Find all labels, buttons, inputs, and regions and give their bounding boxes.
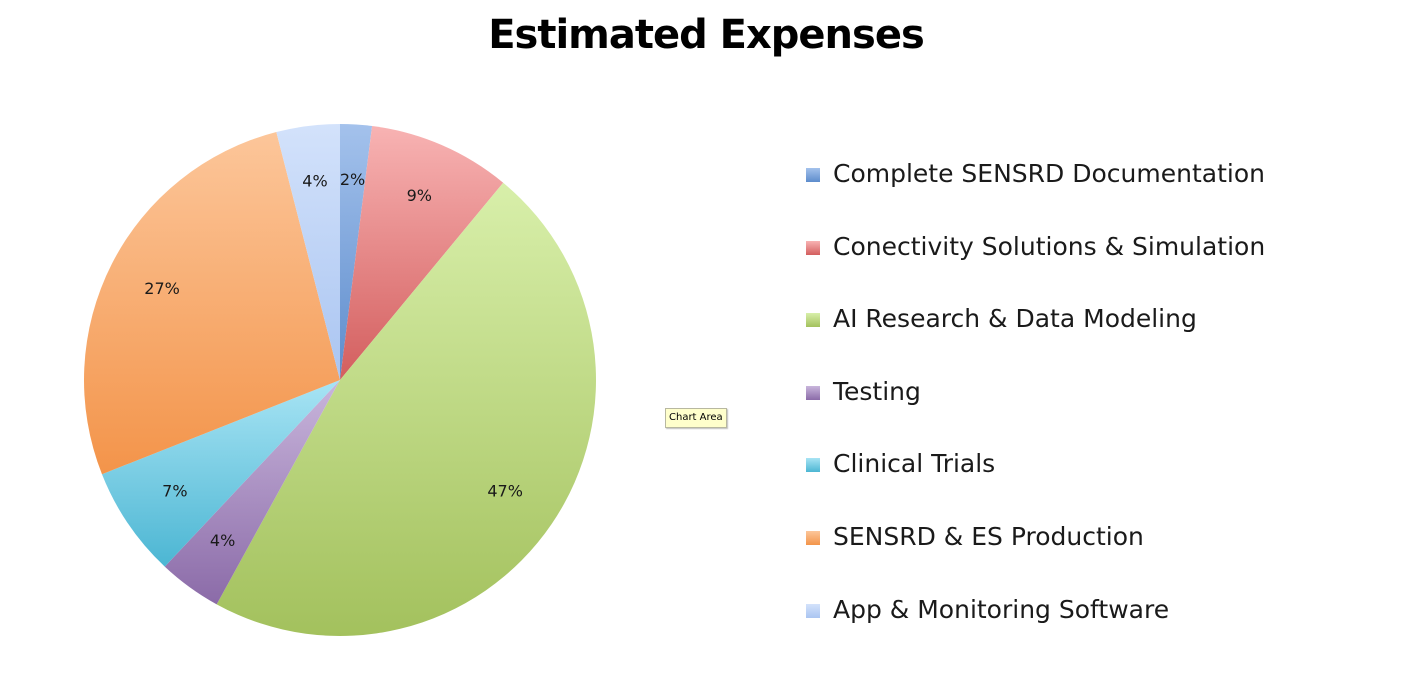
pie-slice[interactable] [83, 132, 340, 475]
pie-data-label: 7% [162, 482, 187, 501]
pie-slice[interactable] [340, 124, 373, 380]
legend-label: App & Monitoring Software [833, 594, 1170, 624]
legend-label: SENSRD & ES Production [833, 522, 1144, 551]
pie-data-label: 9% [407, 186, 432, 205]
pie-data-label: 4% [210, 531, 235, 550]
legend-item[interactable]: App & Monitoring Software [806, 590, 1366, 630]
legend-item[interactable]: Complete SENSRD Documentation [806, 154, 1366, 194]
legend-swatch [806, 458, 820, 473]
pie-slice[interactable] [276, 124, 340, 380]
legend-item[interactable]: Testing [806, 372, 1366, 412]
legend-swatch [806, 240, 820, 255]
pie-data-labels: 2% 9% 47% 4% 7% 27% 4% [144, 170, 523, 550]
pie-data-label: 27% [144, 279, 180, 298]
legend-swatch [806, 313, 820, 328]
pie-slice[interactable] [101, 380, 340, 567]
legend-swatch [806, 168, 820, 182]
chart-area-tooltip: Chart Area [665, 408, 727, 428]
legend-item[interactable]: Conectivity Solutions & Simulation [806, 227, 1366, 267]
pie-slices [83, 124, 597, 637]
legend-label: AI Research & Data Modeling [833, 304, 1197, 334]
pie-data-label: 2% [340, 170, 365, 189]
legend-label: Conectivity Solutions & Simulation [833, 231, 1266, 261]
legend-swatch [806, 385, 820, 400]
pie-chart[interactable]: 2% 9% 47% 4% 7% 27% 4% [0, 0, 740, 687]
legend-swatch [806, 603, 820, 618]
pie-data-label: 47% [487, 482, 523, 501]
legend-label: Clinical Trials [833, 449, 996, 479]
legend-item[interactable]: Clinical Trials [806, 444, 1366, 484]
pie-slice[interactable] [340, 126, 504, 380]
legend-item[interactable]: AI Research & Data Modeling [806, 299, 1366, 339]
legend-swatch [806, 531, 820, 545]
pie-slice[interactable] [216, 182, 597, 637]
chart-title: Estimated Expenses [488, 12, 925, 58]
legend-label: Testing [833, 376, 921, 406]
pie-slice[interactable] [164, 380, 340, 605]
legend-label: Complete SENSRD Documentation [833, 159, 1265, 188]
legend-item[interactable]: SENSRD & ES Production [806, 517, 1366, 557]
pie-data-label: 4% [302, 171, 327, 190]
